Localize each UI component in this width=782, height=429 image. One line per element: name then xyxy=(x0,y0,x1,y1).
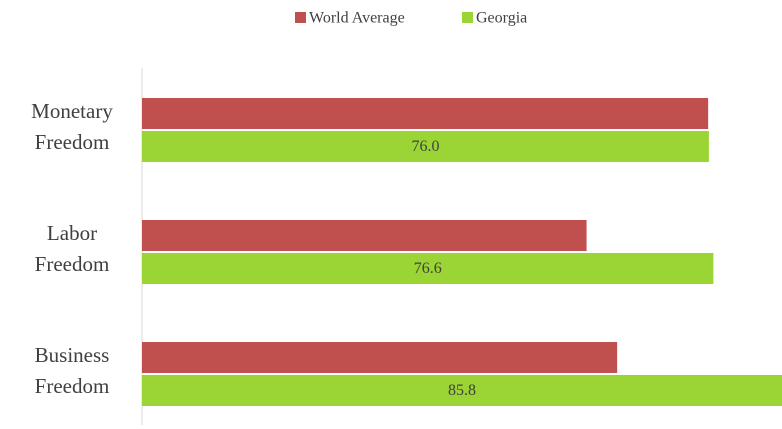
bar xyxy=(142,98,709,129)
bar xyxy=(142,220,587,251)
bar xyxy=(142,131,709,162)
bar xyxy=(142,253,714,284)
legend-label: World Average xyxy=(309,10,405,27)
category-label: Labor Freedom xyxy=(34,221,110,276)
bar xyxy=(142,342,618,373)
bar xyxy=(142,375,782,406)
value-label: 85.8 xyxy=(448,382,476,399)
legend-label: Georgia xyxy=(476,10,527,27)
value-label: 76.6 xyxy=(414,260,442,277)
legend-swatch xyxy=(295,12,306,23)
value-label: 76.0 xyxy=(411,138,439,155)
category-label: Business Freedom xyxy=(34,343,110,398)
category-label: Monetary Freedom xyxy=(31,99,113,154)
legend-swatch xyxy=(462,12,473,23)
